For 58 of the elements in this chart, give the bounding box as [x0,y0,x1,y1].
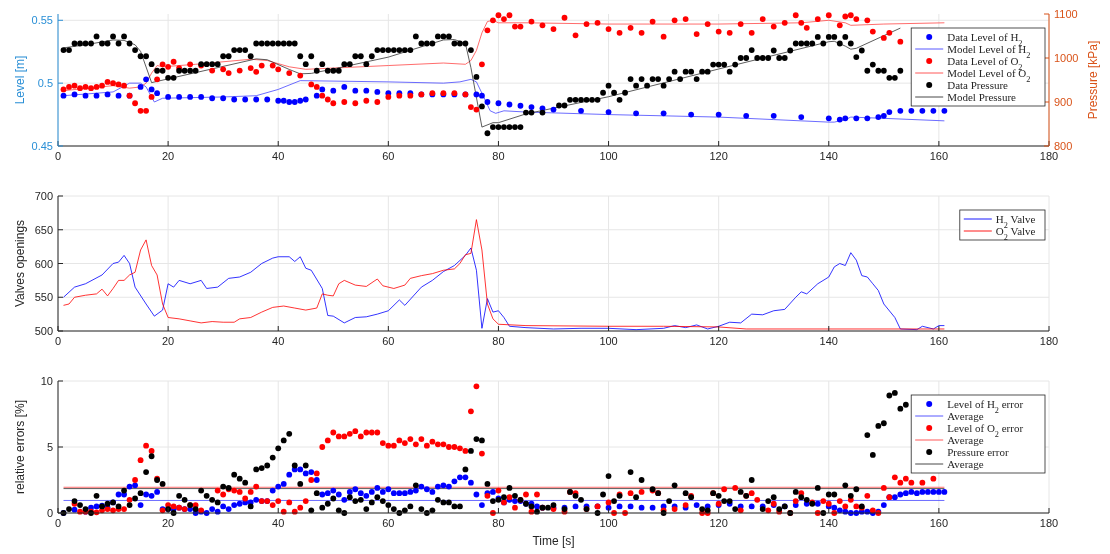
x-tick-label: 100 [599,335,618,347]
y-tick-label: 0.45 [31,140,53,152]
x-tick-label: 120 [709,517,728,529]
line-series [63,247,945,331]
x-tick-label: 80 [492,335,505,347]
line-series [63,219,945,330]
y-tick-label: 650 [34,223,53,236]
legend-label: Average [947,458,984,470]
x-tick-label: 120 [709,335,728,347]
y-tick-label: 5 [46,441,53,453]
x-tick-label: 60 [382,517,395,529]
x-tick-label: 140 [819,517,838,529]
legend-label: Pressure error [947,446,1009,458]
x-tick-label: 40 [272,335,285,347]
x-tick-label: 180 [1039,150,1059,162]
y2-axis-title: Pressure [kPa] [1086,40,1100,120]
x-tick-label: 0 [54,335,62,347]
y-tick-label: 700 [34,190,53,202]
y-tick-label: 500 [34,325,53,337]
legend-label: Data Pressure [947,79,1009,91]
x-tick-label: 180 [1039,517,1059,529]
x-tick-label: 40 [272,150,285,162]
legend-label: Model Pressure [947,91,1017,103]
x-tick-label: 100 [599,517,618,529]
x-tick-label: 60 [382,150,395,162]
y2-tick-label: 1000 [1054,52,1079,64]
x-tick-label: 20 [161,517,175,529]
y-axis-title: Valves openings [13,219,27,308]
x-tick-label: 180 [1039,335,1059,347]
x-tick-label: 0 [54,517,62,529]
y-tick-label: 0 [46,507,53,519]
x-tick-label: 140 [819,335,838,347]
x-tick-label: 160 [929,150,949,162]
y-axis-title: Level [m] [13,55,27,105]
y2-tick-label: 1100 [1054,8,1078,20]
y-tick-label: 0.5 [37,77,53,90]
y-tick-label: 10 [40,375,53,387]
x-tick-label: 20 [161,150,175,162]
x-tick-label: 40 [272,517,285,529]
x-tick-label: 100 [599,150,618,162]
x-tick-label: 80 [492,517,505,529]
x-tick-label: 120 [709,150,728,162]
y-tick-label: 550 [34,291,53,304]
legend-label: Average [947,434,984,446]
y2-tick-label: 900 [1054,96,1073,108]
y-tick-label: 0.55 [31,14,53,27]
y-axis-title: relative errors [%] [13,399,27,495]
x-tick-label: 160 [929,517,949,529]
legend-label: Average [947,410,984,422]
x-tick-label: 140 [819,150,838,162]
y-tick-label: 600 [34,257,53,270]
x-tick-label: 0 [54,150,62,162]
x-axis-title: Time [s] [532,534,575,548]
x-tick-label: 60 [382,335,395,347]
x-tick-label: 80 [492,150,505,162]
x-tick-label: 160 [929,335,949,347]
y2-tick-label: 800 [1054,140,1073,152]
x-tick-label: 20 [161,335,175,347]
